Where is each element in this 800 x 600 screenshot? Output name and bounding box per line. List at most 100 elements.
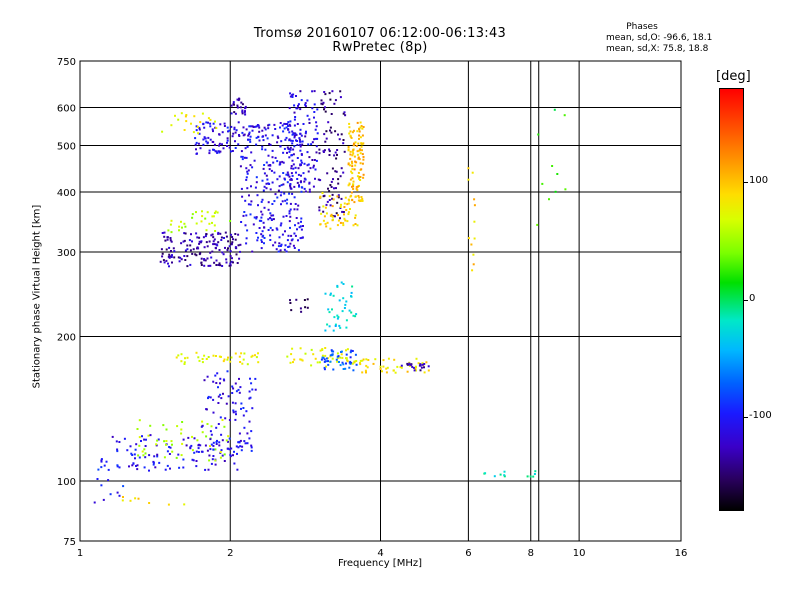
x-tick-label: 8: [528, 548, 534, 559]
data-point: [325, 360, 328, 363]
data-point: [320, 99, 323, 102]
data-point: [208, 454, 211, 457]
data-point: [265, 174, 268, 177]
data-point: [256, 194, 259, 197]
data-point: [288, 210, 291, 213]
data-point: [232, 454, 234, 457]
data-point: [356, 121, 359, 124]
data-point: [275, 227, 278, 230]
data-point: [268, 143, 271, 145]
data-point: [229, 455, 232, 458]
data-point: [320, 102, 323, 105]
y-tick-label: 100: [57, 477, 76, 488]
data-point: [163, 440, 166, 443]
data-point: [238, 257, 241, 260]
data-point: [243, 426, 246, 429]
data-point: [226, 249, 229, 251]
data-point: [346, 360, 349, 363]
data-point: [143, 448, 146, 451]
data-point: [340, 350, 343, 353]
data-point: [300, 159, 303, 162]
y-tick-label: 500: [57, 142, 76, 153]
data-point: [293, 208, 296, 211]
data-point: [322, 101, 325, 104]
data-point: [240, 402, 243, 405]
data-point: [209, 445, 211, 448]
data-point: [339, 364, 342, 367]
data-point: [211, 221, 213, 224]
data-point: [303, 162, 306, 165]
data-point: [342, 142, 345, 145]
data-point: [358, 196, 361, 199]
data-point: [288, 123, 291, 126]
data-point: [170, 219, 173, 222]
data-point: [244, 105, 247, 108]
data-point: [208, 149, 211, 152]
data-point: [277, 136, 280, 139]
data-point: [342, 222, 345, 225]
data-point: [268, 123, 271, 126]
data-point: [257, 135, 260, 138]
data-point: [348, 199, 351, 202]
data-point: [346, 203, 349, 206]
data-point: [324, 292, 327, 295]
data-point: [234, 402, 237, 405]
data-point: [331, 357, 334, 360]
data-point: [195, 152, 198, 155]
data-point: [278, 175, 281, 178]
data-point: [299, 90, 302, 93]
data-point: [212, 380, 215, 383]
data-point: [166, 238, 169, 241]
data-point: [246, 145, 249, 148]
data-point: [223, 237, 225, 239]
data-point: [349, 150, 352, 153]
x-tick-label: 2: [227, 548, 233, 559]
data-point: [136, 464, 139, 467]
data-point: [334, 170, 337, 173]
data-point: [269, 217, 272, 219]
data-point: [209, 122, 212, 125]
data-point: [331, 90, 334, 93]
data-point: [219, 150, 222, 153]
data-point: [349, 130, 352, 133]
data-point: [308, 122, 311, 124]
data-point: [306, 114, 309, 117]
data-point: [249, 138, 252, 141]
data-point: [207, 121, 209, 124]
data-point: [364, 369, 367, 372]
data-point: [299, 145, 302, 148]
data-point: [187, 436, 190, 439]
data-point: [339, 90, 342, 93]
data-point: [247, 134, 250, 137]
data-point: [300, 217, 303, 220]
data-point: [263, 226, 266, 229]
data-point: [192, 248, 195, 251]
data-point: [186, 244, 189, 247]
data-point: [347, 184, 350, 187]
data-point: [248, 437, 251, 440]
data-point: [301, 236, 304, 239]
data-point: [327, 121, 330, 124]
data-point: [258, 130, 261, 133]
data-point: [329, 126, 332, 129]
data-point: [327, 360, 329, 363]
data-point: [240, 221, 243, 223]
data-point: [423, 363, 426, 365]
data-point: [262, 221, 265, 224]
data-point: [352, 180, 355, 183]
data-point: [330, 213, 333, 216]
data-point: [235, 445, 238, 448]
data-point: [292, 361, 294, 364]
data-point: [212, 243, 215, 246]
data-point: [245, 242, 248, 245]
data-point: [357, 157, 360, 160]
data-point: [231, 385, 234, 388]
data-point: [425, 361, 428, 364]
data-point: [534, 470, 537, 473]
data-point: [348, 132, 351, 135]
data-point: [328, 195, 331, 198]
y-tick-label: 750: [57, 57, 76, 68]
data-point: [200, 450, 203, 453]
data-point: [357, 171, 360, 174]
data-point: [313, 90, 316, 93]
